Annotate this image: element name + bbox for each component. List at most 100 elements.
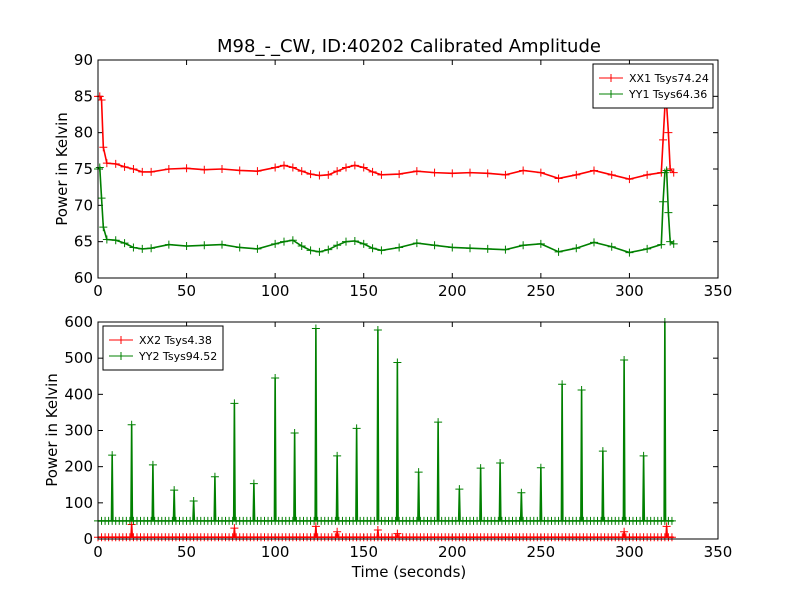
bottom-x-axis-label: Time (seconds) bbox=[351, 563, 467, 581]
top-x-tick-label: 0 bbox=[93, 282, 103, 300]
top-series-1-point bbox=[164, 165, 173, 173]
top-series-2-point bbox=[607, 242, 616, 251]
bottom-legend bbox=[102, 325, 224, 371]
bottom-series-2-spike-point bbox=[148, 460, 157, 469]
top-series-1-point bbox=[95, 92, 104, 101]
bottom-y-tick-label: 500 bbox=[64, 349, 93, 367]
top-series-1-point bbox=[412, 167, 421, 176]
top-series-2-point bbox=[235, 243, 244, 252]
top-series-2-point bbox=[333, 241, 342, 250]
top-x-tick-label: 150 bbox=[349, 282, 378, 300]
bottom-series-2-spike-point bbox=[476, 464, 485, 473]
top-y-tick-label: 90 bbox=[74, 51, 93, 69]
top-series-1-point bbox=[271, 163, 280, 172]
bottom-y-tick-label: 0 bbox=[83, 530, 93, 548]
bottom-series-2-spike-point bbox=[577, 385, 586, 394]
top-y-tick-label: 80 bbox=[74, 124, 93, 142]
top-series-2-point bbox=[324, 245, 333, 254]
top-series-1-point bbox=[664, 128, 673, 137]
top-series-2-point bbox=[120, 239, 129, 248]
top-series-1-point bbox=[99, 143, 108, 152]
bottom-y-tick-label: 600 bbox=[64, 313, 93, 331]
top-legend-marker bbox=[607, 74, 615, 82]
top-series-1-point bbox=[129, 165, 138, 173]
bottom-series-1-spike-point bbox=[373, 525, 382, 534]
top-series-2-point bbox=[368, 244, 377, 253]
top-series-2-point bbox=[182, 242, 191, 251]
top-axes-frame bbox=[97, 59, 719, 279]
bottom-series-2-spike-point bbox=[189, 497, 198, 506]
top-series-1-point bbox=[342, 163, 350, 172]
bottom-series-2-spike-point bbox=[598, 447, 607, 456]
top-series-2-point bbox=[483, 244, 492, 253]
top-series-1-point bbox=[138, 167, 147, 176]
top-series-2-point bbox=[342, 237, 350, 246]
top-series-2-point bbox=[97, 194, 106, 203]
bottom-series-2-spike-point bbox=[170, 486, 179, 495]
top-series-1-point bbox=[483, 169, 492, 178]
bottom-series-2-spike-point bbox=[434, 418, 443, 427]
top-series-2-point bbox=[95, 163, 104, 172]
top-x-tick-label: 100 bbox=[261, 282, 290, 300]
top-series-1-point bbox=[519, 166, 528, 175]
top-series-2-point bbox=[111, 236, 120, 245]
top-series-1-point bbox=[324, 170, 333, 179]
bottom-series-2-spike-point bbox=[455, 485, 464, 494]
top-series-2-point bbox=[572, 244, 581, 253]
top-series-2-point bbox=[377, 246, 386, 255]
top-series-1-point bbox=[315, 171, 324, 180]
bottom-series-1-spike-point bbox=[333, 527, 342, 536]
bottom-x-tick-label: 200 bbox=[438, 543, 467, 561]
top-series-2-point bbox=[218, 240, 226, 249]
bottom-legend-marker bbox=[117, 336, 125, 344]
bottom-series-1-spike-point bbox=[620, 527, 629, 536]
top-series-2-point bbox=[448, 243, 457, 252]
top-series-1-point bbox=[350, 161, 359, 170]
top-series-2-point bbox=[669, 239, 678, 248]
top-series-2-point bbox=[430, 241, 439, 250]
top-y-tick-label: 70 bbox=[74, 196, 93, 214]
top-series-1-point bbox=[572, 170, 581, 179]
top-series-2-point bbox=[138, 244, 147, 253]
top-x-tick-label: 200 bbox=[438, 282, 467, 300]
bottom-y-tick-label: 100 bbox=[64, 494, 93, 512]
top-series-2-point bbox=[288, 236, 297, 245]
top-series-1-point bbox=[669, 168, 678, 177]
top-series-2-point bbox=[466, 244, 474, 253]
top-series-2-point bbox=[102, 235, 111, 244]
top-series-2-point bbox=[659, 197, 668, 206]
top-series-2-point bbox=[350, 236, 359, 245]
top-y-tick-label: 60 bbox=[74, 269, 93, 287]
top-series-1-point bbox=[430, 168, 439, 177]
bottom-series-2-spike-point bbox=[210, 472, 219, 481]
top-series-2-point bbox=[280, 237, 288, 246]
top-series-2-point bbox=[536, 239, 545, 248]
bottom-legend-entry: YY2 Tsys94.52 bbox=[138, 350, 217, 363]
top-series-2-point bbox=[501, 245, 510, 254]
top-series-1-point bbox=[625, 175, 634, 184]
top-x-tick-label: 250 bbox=[527, 282, 556, 300]
top-series-1-point bbox=[666, 165, 675, 173]
top-x-tick-label: 300 bbox=[615, 282, 644, 300]
bottom-series-1-spike-point bbox=[393, 529, 402, 538]
bottom-series-1-spike-point bbox=[127, 520, 136, 529]
top-series-1-point bbox=[200, 165, 209, 174]
bottom-series-2-spike-point bbox=[639, 451, 648, 460]
top-series-1-point bbox=[235, 166, 244, 175]
top-series-2-point bbox=[590, 238, 598, 247]
bottom-series-2-spike-point bbox=[108, 451, 117, 460]
top-series-2-point bbox=[164, 240, 173, 249]
top-series-1-point bbox=[306, 170, 315, 179]
top-series-1-point bbox=[253, 167, 262, 176]
top-series-1-point bbox=[590, 166, 598, 175]
bottom-panel: 0 50 100 150 200 250 300 350 0 100 200 300 400 500 600… bbox=[64, 313, 732, 561]
bottom-series-2-spike-point bbox=[496, 459, 505, 468]
bottom-series-2-spike-point bbox=[290, 429, 299, 438]
top-series-2-point bbox=[662, 166, 671, 175]
top-series-1-point bbox=[218, 165, 226, 173]
bottom-x-tick-label: 50 bbox=[177, 543, 196, 561]
top-legend-entry: YY1 Tsys64.36 bbox=[628, 88, 707, 101]
top-series-2-point bbox=[306, 246, 315, 255]
bottom-series-1-spike-point bbox=[311, 522, 320, 531]
top-y-axis-label: Power in Kelvin bbox=[53, 112, 71, 226]
